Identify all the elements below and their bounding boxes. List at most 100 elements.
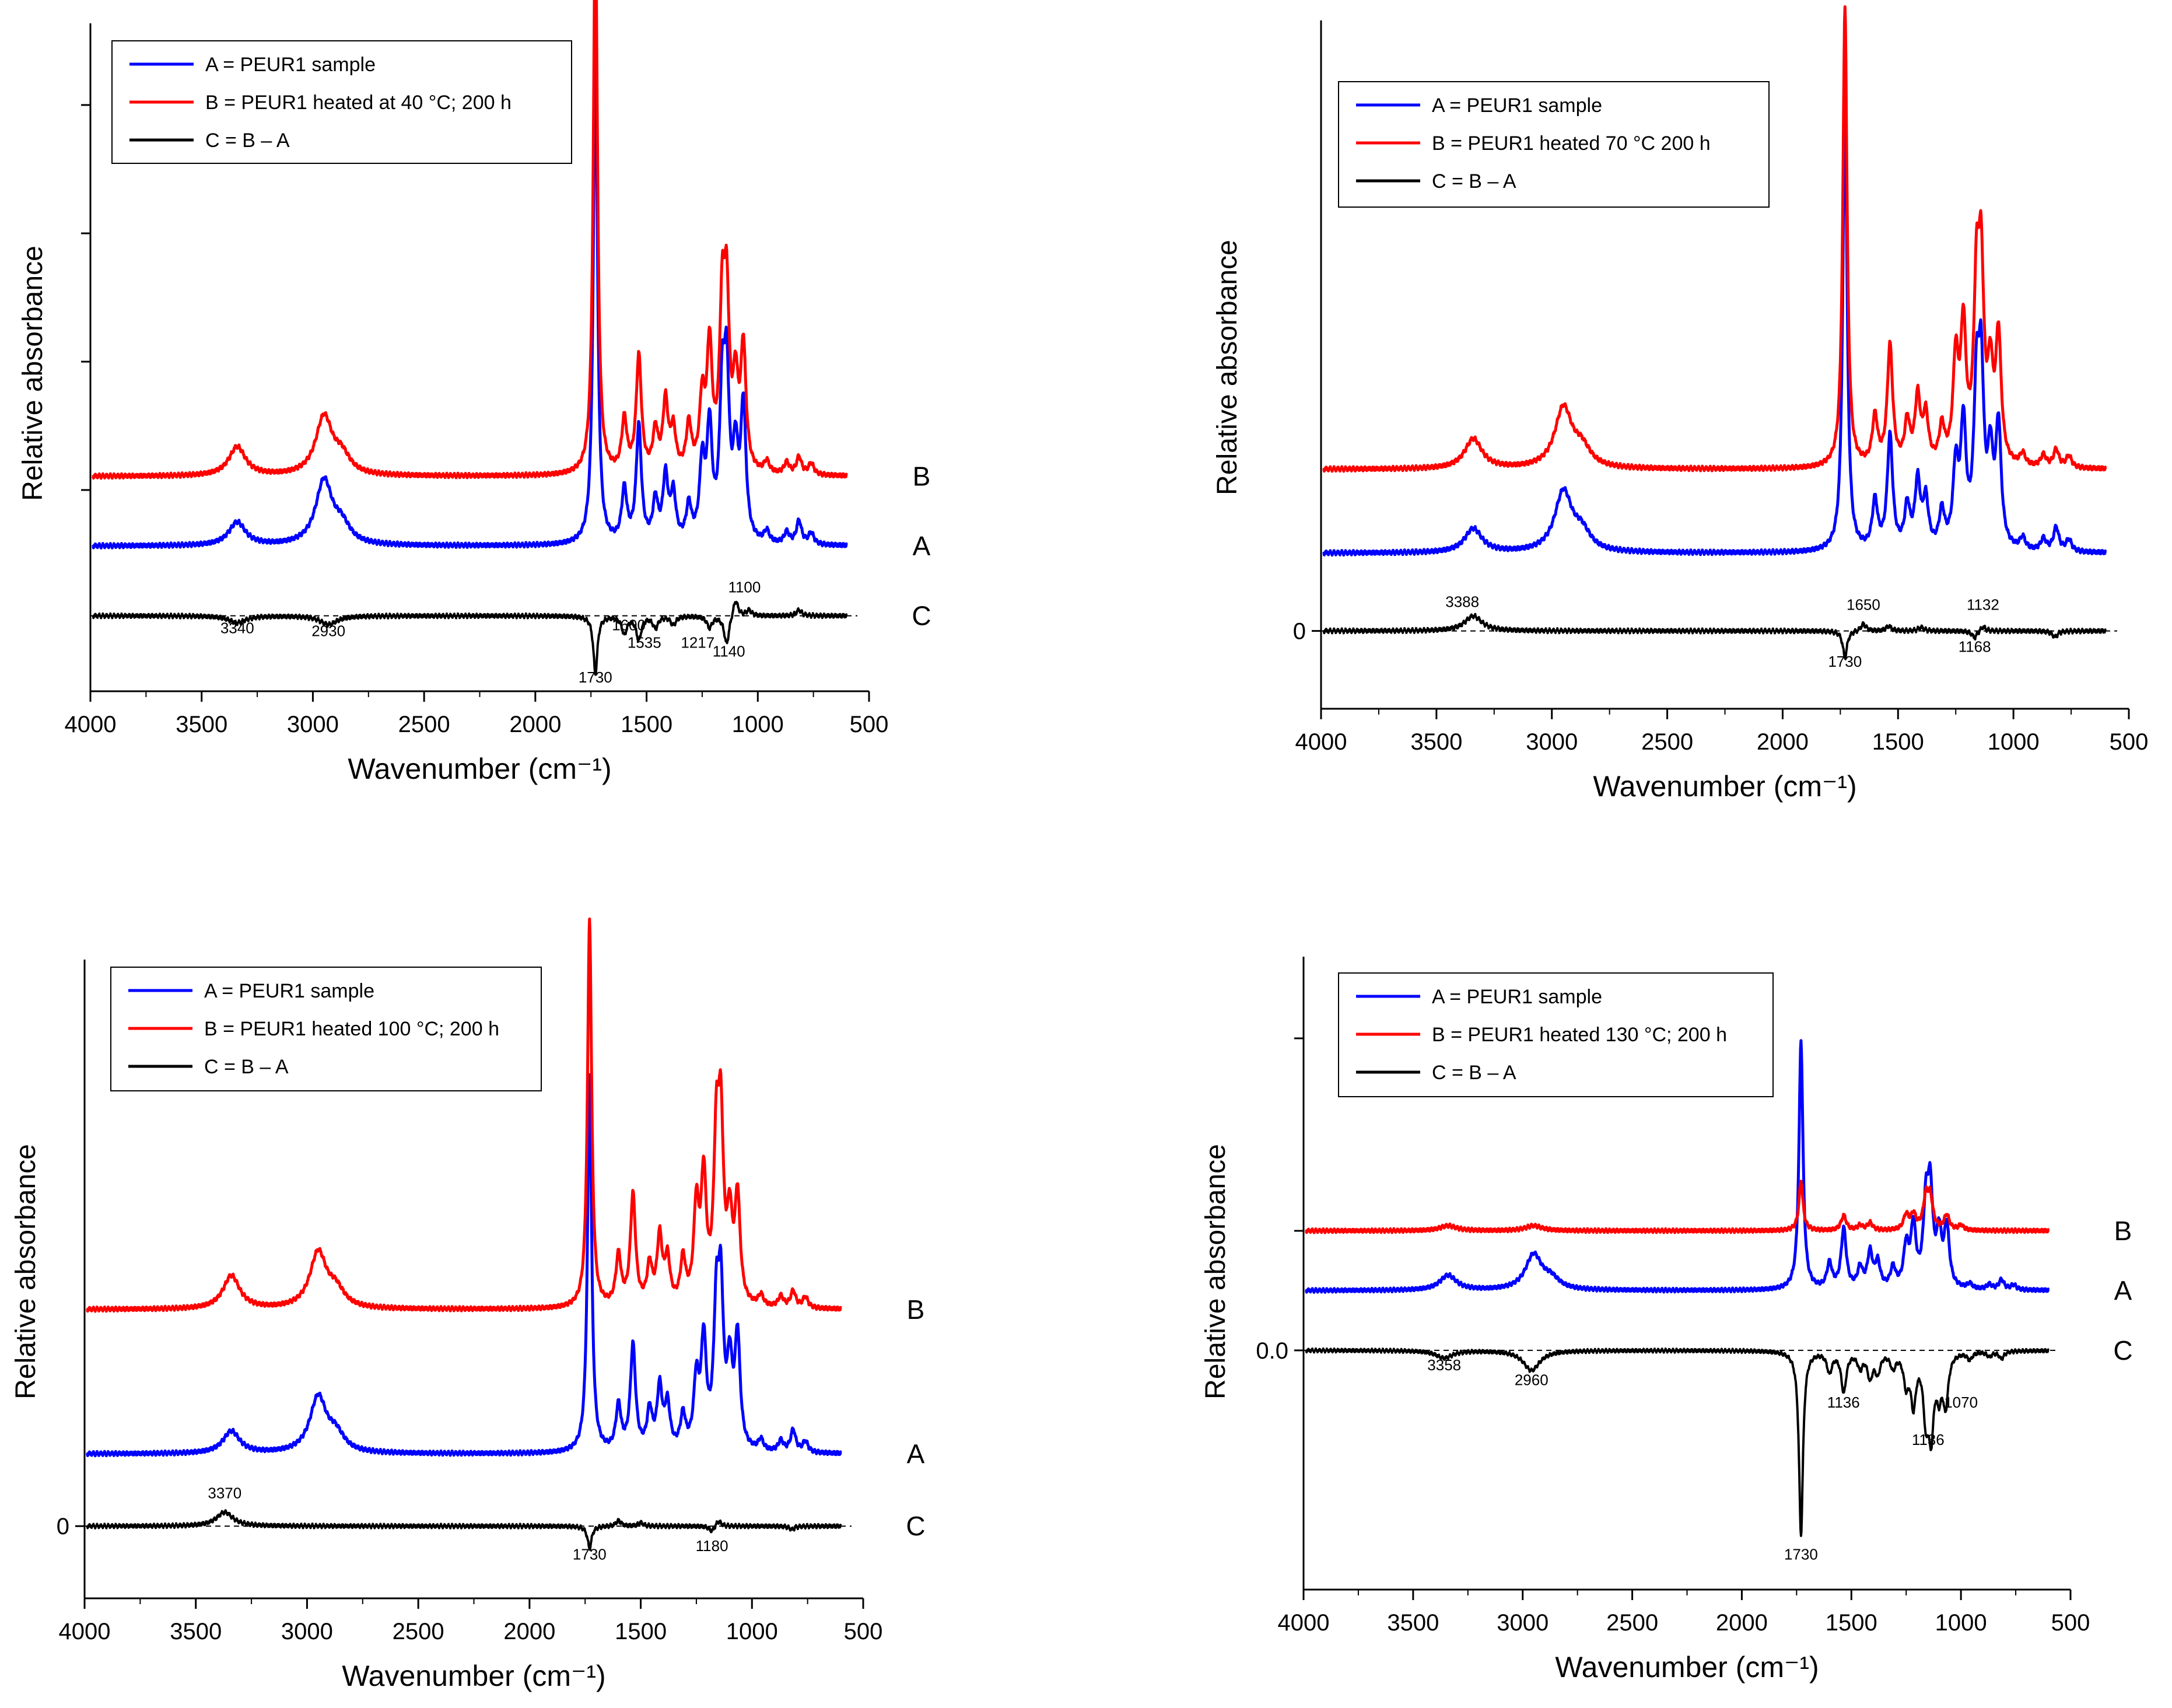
x-tick-label: 500 (844, 1619, 883, 1644)
curve-label-C: C (912, 601, 931, 631)
peak-annotation: 1136 (1912, 1431, 1945, 1448)
x-tick-label: 1000 (1988, 729, 2040, 755)
peak-annotation: 1132 (1967, 596, 1999, 614)
series-C-line (1322, 612, 2107, 660)
x-axis-label: Wavenumber (cm⁻¹) (1593, 770, 1856, 803)
x-tick-label: 2000 (1716, 1610, 1768, 1636)
peak-annotation: 3370 (208, 1485, 241, 1502)
legend-label-B: B = PEUR1 heated 100 °C; 200 h (204, 1018, 499, 1040)
series-B-line (1322, 5, 2107, 473)
legend-label-A: A = PEUR1 sample (204, 980, 374, 1002)
peak-annotation: 1100 (728, 579, 761, 596)
peak-annotation: 1070 (1944, 1394, 1978, 1411)
x-tick-label: 1500 (621, 712, 672, 737)
y-axis-label: Relative absorbance (17, 246, 48, 501)
zero-label: 0.0 (1256, 1338, 1288, 1364)
curve-label-C: C (2113, 1335, 2132, 1366)
x-tick-label: 4000 (1295, 729, 1347, 755)
x-tick-label: 4000 (65, 712, 117, 737)
peak-annotation: 1180 (696, 1537, 728, 1555)
curve-label-B: B (907, 1294, 925, 1325)
x-tick-label: 3000 (287, 712, 339, 737)
x-tick-label: 3500 (176, 712, 227, 737)
peak-annotation: 3340 (220, 619, 254, 636)
panel-130c: 4000 3500 3000 2500 2000 1500 1000 500 Wavenumbe… (1200, 957, 2133, 1684)
legend-label-B: B = PEUR1 heated 130 °C; 200 h (1432, 1024, 1727, 1046)
x-tick-label: 500 (2051, 1610, 2090, 1636)
x-tick-label: 2000 (503, 1619, 555, 1644)
x-axis-label: Wavenumber (cm⁻¹) (342, 1660, 605, 1692)
peak-annotation: 1136 (1827, 1394, 1860, 1411)
x-tick-label: 1000 (732, 712, 784, 737)
x-tick-label: 2000 (1757, 729, 1809, 755)
peak-annotation: 3388 (1445, 593, 1479, 611)
x-tick-label: 1500 (615, 1619, 667, 1644)
x-tick-label: 2500 (398, 712, 450, 737)
x-tick-label: 1500 (1826, 1610, 1877, 1636)
x-tick-label: 1500 (1872, 729, 1924, 755)
x-tick-label: 3500 (170, 1619, 222, 1644)
panel-100c: 4000 3500 3000 2500 2000 1500 1000 500 Wavenumbe… (10, 917, 926, 1692)
legend-label-C: C = B – A (1432, 1062, 1516, 1084)
legend-label-C: C = B – A (205, 130, 290, 152)
curve-label-A: A (913, 531, 931, 561)
series-B-line (92, 0, 848, 480)
panel-70c: 4000 3500 3000 2500 2000 1500 1000 500 Wavenumbe… (1212, 5, 2172, 803)
peak-annotation: 3358 (1427, 1356, 1461, 1374)
series-C-line (1305, 1347, 2050, 1537)
series-A-line (1322, 89, 2107, 557)
y-axis-label: Relative absorbance (1212, 240, 1243, 495)
legend-label-A: A = PEUR1 sample (205, 54, 376, 76)
legend-label-B: B = PEUR1 heated 70 °C 200 h (1432, 132, 1711, 155)
y-axis-label: Relative absorbance (10, 1144, 41, 1399)
x-tick-label: 2500 (1606, 1610, 1658, 1636)
x-tick-label: 3500 (1410, 729, 1462, 755)
peak-annotation: 1650 (1847, 596, 1880, 614)
series-A-line (92, 37, 848, 550)
series-B-line (1305, 1180, 2050, 1234)
x-axis-label: Wavenumber (cm⁻¹) (1555, 1651, 1819, 1684)
curve-label-A: A (907, 1438, 925, 1469)
x-tick-label: 2500 (1641, 729, 1693, 755)
x-tick-label: 500 (2110, 729, 2149, 755)
series-B-line (86, 917, 842, 1313)
peak-annotation: 1730 (1784, 1546, 1818, 1563)
peak-annotation: 1730 (579, 668, 612, 686)
peak-annotation: 1730 (573, 1545, 607, 1563)
x-tick-label: 3000 (1526, 729, 1578, 755)
series-C-line (86, 1509, 842, 1551)
legend-label-C: C = B – A (1432, 170, 1516, 192)
zero-label: 0 (1293, 619, 1306, 645)
curve-label-B: B (2114, 1216, 2132, 1246)
x-tick-label: 4000 (1278, 1610, 1330, 1636)
peak-annotation: 2960 (1515, 1371, 1549, 1389)
x-tick-label: 1000 (1935, 1610, 1987, 1636)
peak-annotation: 1600 (612, 616, 646, 634)
curve-label-A: A (2114, 1275, 2132, 1306)
x-axis-label: Wavenumber (cm⁻¹) (348, 752, 611, 785)
x-tick-label: 1000 (726, 1619, 778, 1644)
peak-annotation: 1217 (681, 634, 714, 651)
peak-annotation: 1168 (1959, 638, 1991, 656)
zero-label: 0 (57, 1514, 69, 1539)
legend-label-B: B = PEUR1 heated at 40 °C; 200 h (205, 92, 512, 114)
x-tick-label: 3500 (1387, 1610, 1439, 1636)
x-tick-label: 3000 (1497, 1610, 1549, 1636)
y-axis-label: Relative absorbance (1200, 1144, 1231, 1399)
series-C-line (92, 601, 848, 676)
peak-annotation: 2930 (311, 622, 345, 639)
legend-label-A: A = PEUR1 sample (1432, 94, 1602, 117)
series-A-line (86, 1073, 842, 1458)
x-tick-label: 4000 (59, 1619, 111, 1644)
x-tick-label: 3000 (281, 1619, 333, 1644)
x-tick-label: 2000 (509, 712, 561, 737)
peak-annotation: 1535 (628, 634, 661, 651)
curve-label-C: C (906, 1511, 925, 1541)
x-tick-label: 2500 (393, 1619, 444, 1644)
panel-40c: 4000 3500 3000 2500 2000 1500 1000 500 Wavenumbe… (17, 0, 931, 785)
x-tick-label: 500 (850, 712, 889, 737)
peak-annotation: 1730 (1828, 653, 1862, 670)
peak-annotation: 1140 (713, 642, 745, 660)
curve-label-B: B (913, 461, 931, 492)
